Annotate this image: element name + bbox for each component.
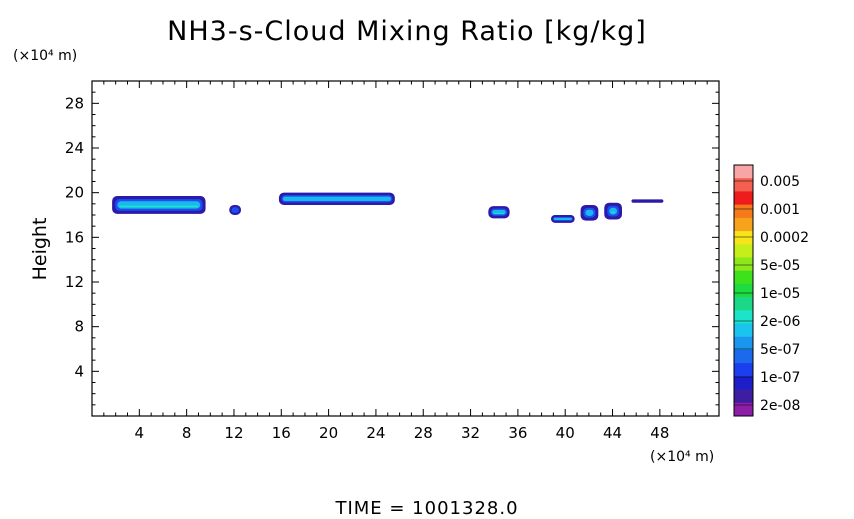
plot-area bbox=[91, 80, 720, 417]
cloud-region bbox=[551, 215, 575, 223]
x-tick-label: 20 bbox=[319, 424, 338, 442]
y-tick-label: 12 bbox=[65, 273, 84, 291]
x-tick-label: 24 bbox=[366, 424, 385, 442]
colorbar-swatch bbox=[734, 297, 753, 311]
colorbar-swatch bbox=[734, 363, 753, 377]
cloud-region bbox=[604, 202, 622, 220]
colorbar-swatch bbox=[734, 402, 753, 417]
colorbar-swatch bbox=[734, 257, 753, 272]
y-axis-label: Height bbox=[29, 218, 51, 281]
colorbar-swatch bbox=[734, 323, 753, 338]
y-tick-label: 28 bbox=[65, 94, 84, 112]
colorbar-swatch bbox=[734, 283, 753, 298]
colorbar-swatch bbox=[734, 244, 753, 258]
colorbar: 0.005 0.001 0.0002 5e-05 1e-05 2e-06 5e-07 1e-0… bbox=[733, 164, 809, 417]
x-tick-label: 16 bbox=[272, 424, 291, 442]
cloud-region bbox=[229, 204, 242, 215]
y-tick-label: 24 bbox=[65, 139, 84, 157]
cloud-band bbox=[493, 212, 505, 214]
cloud-region bbox=[488, 206, 510, 219]
time-label: TIME = 1001328.0 bbox=[334, 498, 518, 519]
y-tick-label: 20 bbox=[65, 184, 84, 202]
cloud-band bbox=[282, 196, 391, 202]
colorbar-label: 5e-07 bbox=[760, 342, 800, 358]
cloud-region bbox=[631, 199, 664, 203]
colorbar-swatch bbox=[734, 376, 753, 391]
colorbar-swatch bbox=[734, 389, 753, 404]
cloud-region bbox=[278, 192, 395, 205]
colorbar-swatch bbox=[734, 217, 753, 232]
cloud-band bbox=[553, 217, 572, 220]
x-tick-label: 32 bbox=[461, 424, 480, 442]
colorbar-swatch bbox=[734, 204, 753, 219]
y-axis: 4 8 12 16 20 24 28 bbox=[65, 91, 719, 406]
plot-frame bbox=[91, 80, 720, 417]
y-tick-label: 4 bbox=[74, 362, 84, 380]
cloud-region bbox=[580, 204, 599, 221]
colorbar-swatch bbox=[734, 191, 753, 206]
colorbar-swatch bbox=[734, 336, 753, 351]
colorbar-label: 0.001 bbox=[760, 202, 800, 218]
x-tick-label: 28 bbox=[414, 424, 433, 442]
y-tick-label: 16 bbox=[65, 228, 84, 246]
cloud-band bbox=[231, 207, 239, 213]
x-tick-label: 12 bbox=[224, 424, 243, 442]
x-axis: 4 8 12 16 20 24 28 32 36 40 44 48 bbox=[103, 81, 708, 442]
colorbar-label: 0.005 bbox=[760, 174, 800, 190]
x-axis-unit: (×10⁴ m) bbox=[650, 449, 714, 465]
colorbar-frame bbox=[733, 164, 754, 417]
colorbar-label: 2e-06 bbox=[760, 314, 800, 330]
cloud-region bbox=[112, 196, 206, 214]
x-tick-label: 44 bbox=[603, 424, 622, 442]
colorbar-swatch bbox=[734, 270, 753, 285]
cloud-band bbox=[585, 209, 594, 216]
x-tick-label: 40 bbox=[556, 424, 575, 442]
colorbar-swatch bbox=[734, 310, 753, 325]
colorbar-label: 2e-08 bbox=[760, 398, 800, 414]
colorbar-label: 5e-05 bbox=[760, 258, 800, 274]
cloud-field bbox=[112, 192, 664, 223]
colorbar-swatch bbox=[734, 231, 753, 245]
cloud-band bbox=[117, 201, 201, 209]
colorbar-label: 1e-07 bbox=[760, 370, 800, 386]
y-axis-unit: (×10⁴ m) bbox=[13, 48, 77, 64]
colorbar-label: 0.0002 bbox=[760, 230, 809, 246]
x-tick-label: 48 bbox=[650, 424, 669, 442]
cloud-band-outer bbox=[631, 199, 664, 203]
x-tick-label: 36 bbox=[508, 424, 527, 442]
colorbar-label: 1e-05 bbox=[760, 286, 800, 302]
cloud-band bbox=[609, 207, 617, 215]
cloud-band bbox=[611, 211, 615, 214]
colorbar-swatch bbox=[734, 165, 753, 179]
colorbar-swatch bbox=[734, 349, 753, 364]
chart-title: NH3-s-Cloud Mixing Ratio [kg/kg] bbox=[167, 16, 647, 47]
y-tick-label: 8 bbox=[74, 318, 84, 336]
x-tick-label: 8 bbox=[182, 424, 192, 442]
cloud-band bbox=[119, 205, 199, 208]
x-tick-label: 4 bbox=[135, 424, 145, 442]
colorbar-swatch bbox=[734, 178, 753, 192]
